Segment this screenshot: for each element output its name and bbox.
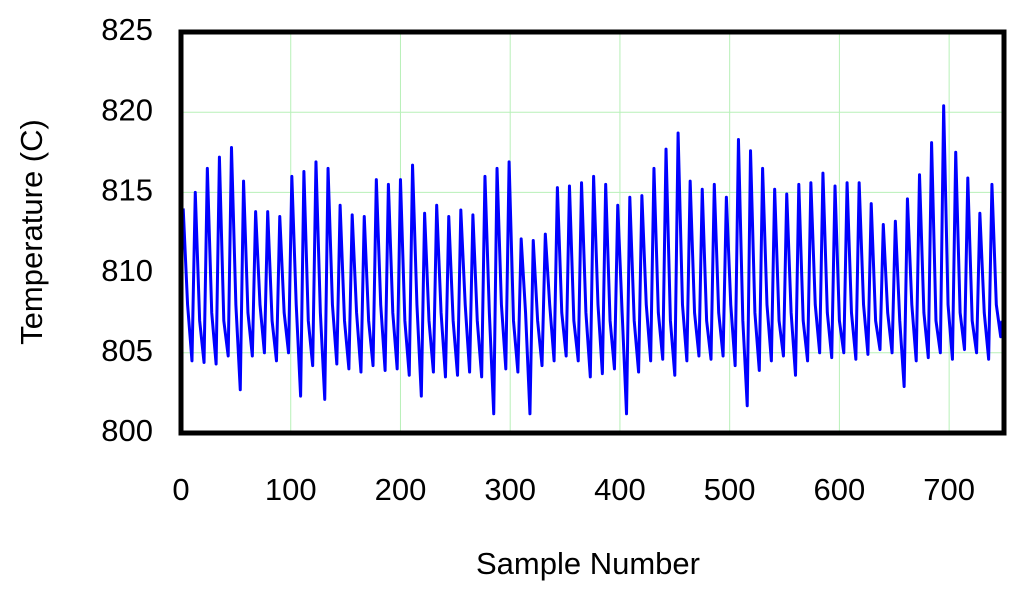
x-tick-label: 500 [704,472,756,507]
data-line [181,104,1004,416]
y-tick-label: 815 [101,173,153,208]
y-tick-label: 820 [101,92,153,127]
x-axis-label: Sample Number [476,546,700,581]
x-tick-label: 400 [594,472,646,507]
y-tick-label: 825 [101,12,153,47]
x-tick-label: 0 [172,472,189,507]
y-tick-label: 810 [101,253,153,288]
x-tick-label: 600 [814,472,866,507]
plot-frame [178,29,1007,436]
y-tick-label: 805 [101,333,153,368]
x-tick-label: 300 [484,472,536,507]
x-tick-label: 100 [265,472,317,507]
x-tick-label: 700 [923,472,975,507]
x-tick-label: 200 [375,472,427,507]
y-axis-label: Temperature (C) [14,119,49,345]
y-tick-label: 800 [101,413,153,448]
